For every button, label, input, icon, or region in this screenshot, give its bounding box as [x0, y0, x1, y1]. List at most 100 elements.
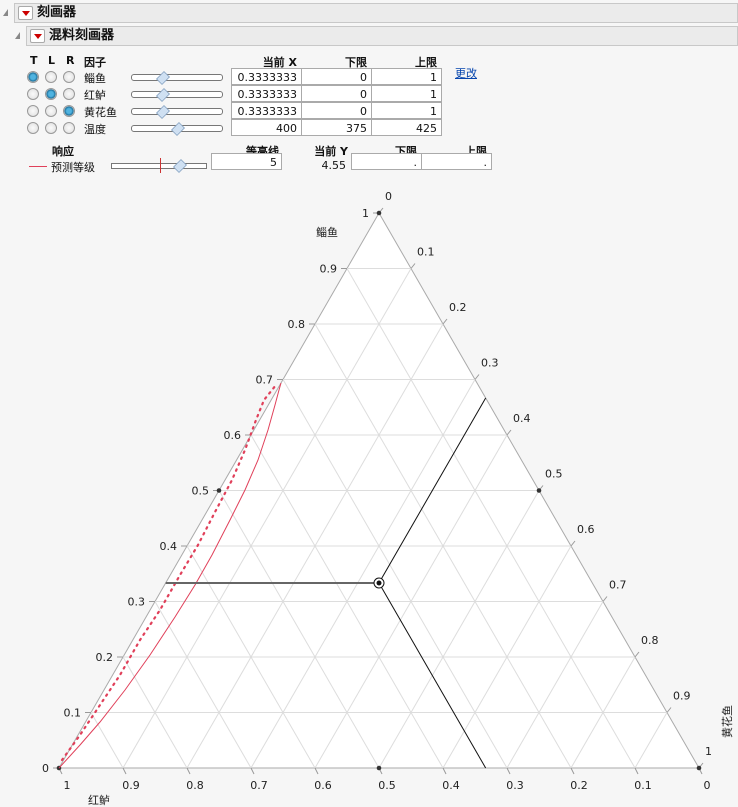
vertex-dot: [536, 488, 542, 493]
factor-upper-input[interactable]: 425: [371, 119, 442, 136]
collapse-icon[interactable]: [3, 9, 8, 16]
bottom-tick-label: 0.6: [314, 779, 332, 792]
right-tick-label: 0.3: [481, 357, 499, 370]
menu-icon[interactable]: [18, 5, 33, 20]
radio-t[interactable]: [27, 105, 39, 117]
radio-t[interactable]: [27, 88, 39, 100]
left-tick-label: 0: [42, 762, 49, 775]
factor-current-input[interactable]: 0.3333333: [231, 85, 302, 102]
radio-r[interactable]: [63, 88, 75, 100]
grid-line-r: [378, 490, 540, 769]
left-tick-label: 0.9: [320, 263, 338, 276]
grid-line-l: [218, 490, 380, 769]
radio-t[interactable]: [27, 122, 39, 134]
right-tick: [410, 263, 416, 269]
bottom-tick: [122, 767, 127, 775]
current-y-value: 4.55: [321, 159, 347, 172]
right-tick: [666, 707, 672, 713]
mixture-profiler-header: 混料刻画器: [26, 26, 738, 46]
radio-l[interactable]: [45, 88, 57, 100]
grid-line-r: [570, 656, 636, 769]
col-response: 响应: [52, 145, 74, 158]
vertex-dot: [376, 765, 382, 771]
slider-thumb[interactable]: [171, 122, 185, 136]
factor-current-input[interactable]: 0.3333333: [231, 68, 302, 85]
bottom-tick-label: 0.9: [122, 779, 140, 792]
bottom-tick-label: 0.4: [442, 779, 460, 792]
right-tick-label: 0: [385, 190, 392, 203]
menu-icon[interactable]: [30, 28, 45, 43]
radio-r[interactable]: [63, 71, 75, 83]
bottom-tick: [314, 767, 319, 775]
slider-thumb[interactable]: [156, 105, 170, 119]
left-tick-label: 0.4: [160, 540, 178, 553]
bottom-tick-label: 0.7: [250, 779, 268, 792]
collapse-icon[interactable]: [15, 32, 20, 39]
factor-current-input[interactable]: 400: [231, 119, 302, 136]
right-tick: [506, 429, 512, 436]
radio-t[interactable]: [27, 71, 39, 83]
contour-input[interactable]: 5: [211, 153, 282, 170]
slider-thumb[interactable]: [156, 71, 170, 85]
top-axis-label: 鲻鱼: [316, 225, 338, 239]
vertex-dot: [216, 488, 222, 493]
left-tick-label: 0.8: [288, 318, 306, 331]
crosshair-l[interactable]: [378, 582, 487, 769]
right-tick: [602, 596, 608, 602]
radio-r[interactable]: [63, 122, 75, 134]
contour-thumb[interactable]: [173, 159, 187, 173]
radio-r[interactable]: [63, 105, 75, 117]
bottom-tick: [506, 767, 511, 775]
current-point[interactable]: [376, 580, 382, 586]
contour-slider-marker: [160, 158, 161, 173]
factor-lower-input[interactable]: 375: [301, 119, 372, 136]
factor-upper-input[interactable]: 1: [371, 68, 442, 85]
right-tick-label: 0.8: [641, 634, 659, 647]
radio-l[interactable]: [45, 105, 57, 117]
factor-slider[interactable]: [131, 105, 223, 119]
factor-lower-input[interactable]: 0: [301, 68, 372, 85]
right-tick-label: 0.9: [673, 690, 691, 703]
radio-l[interactable]: [45, 71, 57, 83]
factor-lower-input[interactable]: 0: [301, 102, 372, 119]
ternary-plot[interactable]: 0 0 0 0.1 0.1 0.1 0.2 0.2 0.2 0.3 0.3 0.3 0.4 0.4 0.4 0…: [0, 180, 738, 807]
left-tick-label: 0.7: [256, 374, 274, 387]
response-lower-input[interactable]: .: [351, 153, 422, 170]
crosshair-r[interactable]: [378, 397, 487, 584]
change-link[interactable]: 更改: [455, 67, 477, 80]
right-tick-label: 0.6: [577, 523, 595, 536]
contour-slider[interactable]: [106, 158, 210, 174]
factor-upper-input[interactable]: 1: [371, 102, 442, 119]
radio-l[interactable]: [45, 122, 57, 134]
left-tick-label: 0.6: [224, 429, 242, 442]
factor-slider[interactable]: [131, 88, 223, 102]
grid-line-l: [282, 379, 508, 769]
factor-name: 黄花鱼: [84, 106, 117, 119]
contour-dotted: [60, 383, 278, 762]
response-upper-input[interactable]: .: [421, 153, 492, 170]
response-name: 预测等级: [51, 161, 95, 174]
grid-line-r: [250, 379, 476, 769]
col-factor: 因子: [84, 56, 106, 69]
profiler-header: 刻画器: [14, 3, 738, 23]
col-current-x: 当前 X: [262, 56, 297, 69]
bottom-tick-label: 0: [704, 779, 711, 792]
factor-slider[interactable]: [131, 71, 223, 85]
bottom-tick-label: 0.1: [634, 779, 652, 792]
factor-current-input[interactable]: 0.3333333: [231, 102, 302, 119]
factor-lower-input[interactable]: 0: [301, 85, 372, 102]
slider-thumb[interactable]: [156, 88, 170, 102]
bottom-tick-label: 1: [64, 779, 71, 792]
right-tick: [442, 318, 448, 325]
vertex-dot: [376, 210, 382, 216]
right-tick: [570, 540, 576, 547]
bottom-tick-label: 0.5: [378, 779, 396, 792]
right-tick-label: 0.2: [449, 301, 467, 314]
col-l: L: [48, 54, 56, 67]
col-r: R: [66, 54, 75, 67]
left-axis-label: 红鲈: [88, 793, 110, 807]
factor-slider[interactable]: [131, 122, 223, 136]
grid-line-l: [90, 712, 124, 769]
col-lower: 下限: [345, 56, 367, 69]
factor-upper-input[interactable]: 1: [371, 85, 442, 102]
